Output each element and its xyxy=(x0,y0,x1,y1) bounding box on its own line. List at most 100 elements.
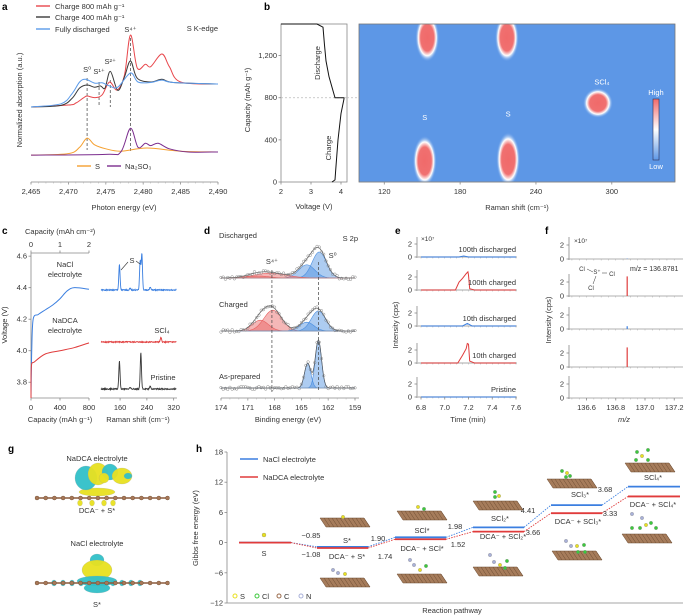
h-structure-slab-hatch xyxy=(476,566,484,577)
h-structure-slab-hatch xyxy=(637,533,645,544)
h-atom-cl xyxy=(583,550,587,554)
d-data-point xyxy=(219,386,223,390)
h-structure-slab-hatch xyxy=(436,573,444,584)
d-data-point xyxy=(230,328,234,332)
h-structure-slab-hatch xyxy=(347,517,355,528)
d-data-point xyxy=(248,273,252,277)
b-y-tick-label: 400 xyxy=(264,135,277,144)
c-y-tick-label: 4.2 xyxy=(17,315,27,324)
h-atom-cl xyxy=(649,521,653,525)
a-peak-label: S²⁺ xyxy=(105,57,117,66)
d-data-point xyxy=(268,271,272,275)
h-structure-slab-hatch xyxy=(558,478,566,489)
g-graphene-bottom-carbon-atom xyxy=(34,580,40,586)
c-y-tick-label: 4.6 xyxy=(17,252,27,261)
c-raman-trace-0 xyxy=(100,253,177,292)
h-structure-slab-hatch xyxy=(484,566,492,577)
panel-label-c: c xyxy=(2,226,8,237)
h-atom-s xyxy=(261,532,267,538)
h-structure-slab-hatch xyxy=(516,500,524,511)
d-data-point xyxy=(331,385,335,389)
a-x-axis-label: Photon energy (eV) xyxy=(91,203,157,212)
d-data-point xyxy=(337,277,341,281)
d-data-point xyxy=(299,382,303,386)
b-x-axis-label: Voltage (V) xyxy=(295,202,333,211)
h-structure-slab-hatch xyxy=(363,517,371,528)
g-graphene-top-carbon-atom xyxy=(104,495,109,501)
b-heatmap-peak-1 xyxy=(496,132,521,182)
h-atom-n xyxy=(569,544,573,548)
d-x-tick-label: 174 xyxy=(215,403,228,412)
h-structure-slab-hatch xyxy=(496,500,504,511)
h-y-tick-label: 6 xyxy=(219,508,223,517)
h-atom-s xyxy=(575,544,579,548)
g-caption-s: S* xyxy=(93,600,101,609)
d-data-point xyxy=(232,387,236,391)
d-data-point xyxy=(340,276,344,280)
b-heatmap-peak-0 xyxy=(412,135,437,182)
d-data-point xyxy=(248,322,252,326)
h-structure-slab-hatch xyxy=(408,573,416,584)
g-graphene-bottom-carbon-atom xyxy=(165,580,170,586)
h-structure-slab-hatch xyxy=(579,550,587,561)
b-y-tick-label: 1,200 xyxy=(258,51,277,60)
h-structure-slab-hatch xyxy=(488,566,496,577)
d-data-point xyxy=(239,384,243,389)
g-graphene-top-carbon-atom xyxy=(34,495,40,501)
h-structure-slab-hatch xyxy=(359,517,367,528)
d-data-point xyxy=(299,263,303,267)
h-structure-slab-hatch xyxy=(652,462,660,473)
a-x-tick-label: 2,480 xyxy=(134,187,153,196)
h-structure-slab-hatch xyxy=(327,577,335,588)
h-structure-slab-hatch xyxy=(351,577,359,588)
h-level-label-nacl: SCl₂* xyxy=(491,514,509,523)
d-data-point xyxy=(235,329,239,333)
f-structure-cl: Cl xyxy=(588,286,594,292)
c-series-label: electrolyte xyxy=(48,326,82,335)
h-level-label-nadca: DCA⁻ + SCl₂* xyxy=(480,532,526,541)
d-data-point xyxy=(302,318,306,322)
h-step-energy-nadca: −1.08 xyxy=(302,550,321,559)
e-y-tick-label: 0 xyxy=(408,359,412,368)
e-trace-0 xyxy=(421,255,516,258)
d-data-point xyxy=(340,385,344,389)
h-atom-cl xyxy=(564,475,568,479)
h-structure-slab-hatch xyxy=(574,478,582,489)
h-y-tick-label: 12 xyxy=(215,478,223,487)
d-data-point xyxy=(295,385,299,389)
h-step-energy-nacl: −0.85 xyxy=(302,531,321,540)
h-structure-slab-hatch xyxy=(400,573,408,584)
h-atom-n xyxy=(412,563,416,567)
h-structure-slab-hatch xyxy=(480,566,488,577)
h-atom-cl xyxy=(568,474,572,478)
h-structure-slab-hatch xyxy=(632,462,640,473)
e-y-tick-label: 2 xyxy=(408,240,412,249)
h-structure-slab-hatch xyxy=(660,462,668,473)
g-graphene-top-carbon-atom xyxy=(52,495,57,501)
c-raman-pointer xyxy=(120,261,129,271)
d-data-point xyxy=(252,387,257,391)
d-data-point xyxy=(264,269,268,273)
e-trace-3 xyxy=(421,342,516,364)
h-step-energy-nadca: 3.33 xyxy=(603,509,618,518)
d-data-point xyxy=(324,259,328,263)
a-x-tick-label: 2,485 xyxy=(171,187,190,196)
c-x-axis-label: Capacity (mAh g⁻¹) xyxy=(28,415,93,424)
f-structure-bond xyxy=(592,275,597,285)
h-structure-slab-hatch xyxy=(640,462,648,473)
h-structure-slab-hatch xyxy=(343,517,351,528)
e-trace-2 xyxy=(421,322,516,327)
h-transition-connector xyxy=(367,538,396,549)
d-data-point xyxy=(288,327,292,331)
d-data-point xyxy=(322,374,326,378)
d-data-point xyxy=(324,318,328,322)
d-data-point xyxy=(331,326,335,330)
h-transition-connector xyxy=(445,531,474,540)
d-data-point xyxy=(322,252,326,256)
h-transition-connector xyxy=(601,496,629,514)
h-structure-slab-hatch xyxy=(335,517,343,528)
d-data-point xyxy=(275,310,279,314)
g-graphene-top-carbon-atom xyxy=(121,495,127,501)
e-x-tick-label: 6.8 xyxy=(416,403,426,412)
